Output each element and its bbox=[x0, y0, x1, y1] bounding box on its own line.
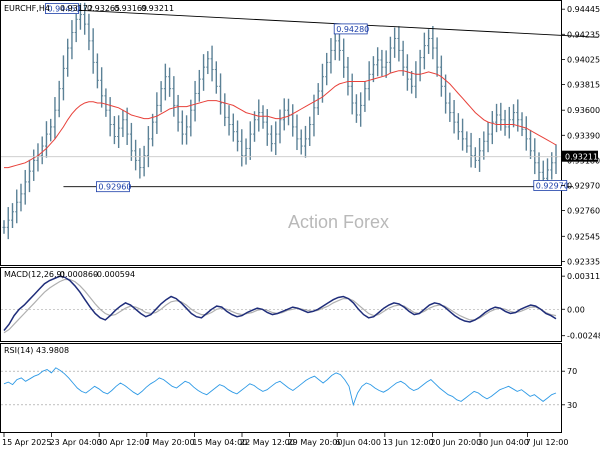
macd-tick-label: -0.002483 bbox=[567, 332, 600, 341]
x-tick-label: 6 Jun 04:00 bbox=[335, 438, 381, 447]
macd-series-line bbox=[3, 275, 557, 331]
price-tick-label: 0.94445 bbox=[567, 5, 600, 14]
ohlc-open: 0.93172 bbox=[60, 4, 93, 13]
rsi-value: 43.9808 bbox=[36, 346, 69, 355]
last-price-tag-box bbox=[562, 150, 598, 162]
annotation-box bbox=[96, 181, 130, 193]
macd-panel bbox=[0, 267, 562, 342]
ohlc-low: 0.93169 bbox=[114, 4, 147, 13]
rsi-series-line bbox=[3, 367, 557, 407]
price-tick-label: 0.92760 bbox=[567, 207, 600, 216]
moving-average bbox=[4, 70, 557, 169]
price-tick-label: 0.92970 bbox=[567, 181, 600, 190]
macd-title: MACD(12,26,9) bbox=[4, 270, 65, 279]
rsi-tick-label: 30 bbox=[567, 401, 577, 410]
rsi-lines bbox=[1, 367, 561, 407]
x-tick-label: 13 Jun 12:00 bbox=[383, 438, 434, 447]
macd-y-axis: 0.00311 0.00 -0.002483 bbox=[561, 272, 600, 341]
price-tick-label: 0.93600 bbox=[567, 106, 600, 115]
price-annotations: 0.94450 0.94280 0.92960 0.92970 bbox=[45, 3, 569, 193]
price-tick-label: 0.94235 bbox=[567, 30, 600, 39]
price-tick-label: 0.93390 bbox=[567, 131, 600, 140]
annotation-box bbox=[45, 3, 79, 14]
annotation-box bbox=[333, 23, 368, 35]
last-price-tag: 0.93211 bbox=[565, 153, 598, 162]
annotation-box bbox=[533, 180, 568, 191]
x-tick-label: 30 Apr 12:00 bbox=[97, 438, 149, 447]
annotation-label: 0.92960 bbox=[98, 183, 131, 192]
price-y-axis: 0.94445 0.94235 0.94025 0.93815 0.93600 0.933… bbox=[561, 5, 600, 266]
macd-lines bbox=[1, 275, 561, 334]
ohlc-high: 0.93265 bbox=[87, 4, 120, 13]
price-tick-label: 0.94025 bbox=[567, 55, 600, 64]
x-tick-label: 15 Apr 2025 bbox=[2, 438, 51, 447]
macd-value: -0.000860 bbox=[57, 270, 98, 279]
ohlc-close: 0.93211 bbox=[141, 4, 174, 13]
x-tick-label: 7 Jul 12:00 bbox=[526, 438, 569, 447]
annotation-label: 0.94280 bbox=[336, 25, 369, 34]
rsi-tick-label: 70 bbox=[567, 367, 577, 376]
x-tick-label: 30 Jun 04:00 bbox=[478, 438, 529, 447]
x-tick-label: 15 May 04:00 bbox=[192, 438, 247, 447]
x-tick-label: 23 Apr 04:00 bbox=[50, 438, 102, 447]
x-tick-label: 7 May 20:00 bbox=[145, 438, 195, 447]
price-bars bbox=[2, 2, 558, 240]
price-tick-label: 0.93815 bbox=[567, 80, 600, 89]
macd-tick-label: 0.00311 bbox=[567, 272, 600, 281]
annotation-label: 0.92970 bbox=[536, 181, 569, 190]
rsi-title: RSI(14) bbox=[4, 346, 33, 355]
trendlines bbox=[46, 8, 599, 188]
macd-tick-label: 0.00 bbox=[567, 305, 585, 314]
price-title: EURCHF,H4 bbox=[4, 4, 50, 13]
x-tick-label: 20 Jun 20:00 bbox=[430, 438, 481, 447]
x-tick-label: 22 May 12:00 bbox=[240, 438, 295, 447]
trendline bbox=[46, 8, 599, 38]
rsi-panel bbox=[0, 343, 562, 433]
moving-average-line bbox=[4, 70, 557, 169]
price-tick-label: 0.92545 bbox=[567, 232, 600, 241]
price-tick-label: 0.92335 bbox=[567, 257, 600, 266]
macd-signal-value: -0.000594 bbox=[94, 270, 135, 279]
rsi-y-axis: 70 30 bbox=[561, 367, 577, 410]
watermark: Action Forex bbox=[288, 212, 389, 232]
x-tick-label: 29 May 20:00 bbox=[288, 438, 343, 447]
annotation-label: 0.94450 bbox=[47, 5, 80, 14]
price-panel bbox=[0, 0, 562, 266]
